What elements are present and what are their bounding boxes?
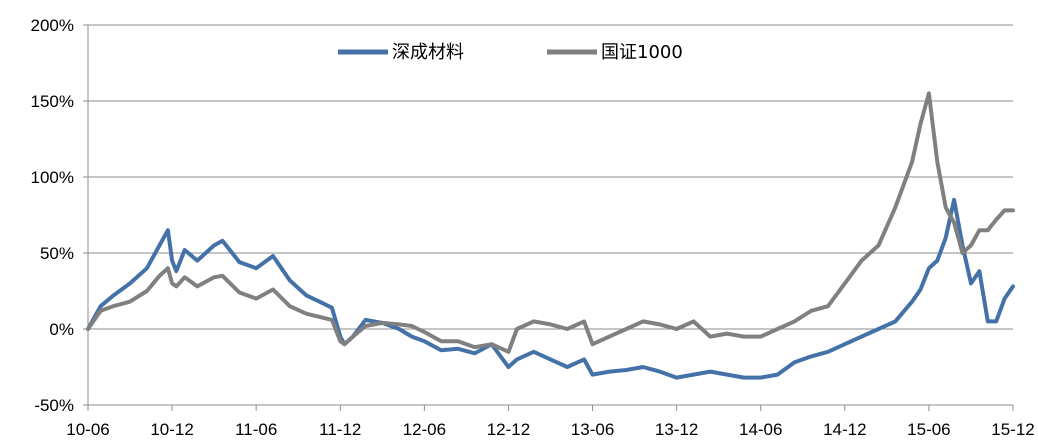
- x-tick-label: 13-12: [655, 420, 698, 439]
- x-tick-label: 13-06: [571, 420, 614, 439]
- y-tick-label: -50%: [34, 396, 74, 415]
- y-tick-label: 0%: [49, 320, 74, 339]
- y-tick-label: 150%: [31, 92, 74, 111]
- series-line-2: [86, 91, 1015, 354]
- y-tick-label: 100%: [31, 168, 74, 187]
- axes: -50% 0% 50% 100% 150% 200% 10-06 10-12 11-06 11-1…: [31, 16, 1035, 439]
- x-tick-label: 14-12: [823, 420, 866, 439]
- x-tick-label: 15-12: [991, 420, 1034, 439]
- x-tick-label: 12-12: [487, 420, 530, 439]
- x-tick-label: 15-06: [907, 420, 950, 439]
- y-tick-label: 50%: [40, 244, 74, 263]
- series-lines: [86, 91, 1015, 380]
- legend-label-series-2: 国证1000: [601, 42, 683, 63]
- x-tick-label: 11-06: [235, 420, 277, 439]
- y-tick-label: 200%: [31, 16, 74, 35]
- gridlines: [88, 24, 1013, 330]
- legend-label-series-1: 深成材料: [392, 42, 464, 63]
- x-tick-label: 11-12: [319, 420, 361, 439]
- series-line-1: [86, 197, 1015, 380]
- x-tick-label: 10-06: [66, 420, 109, 439]
- x-tick-label: 12-06: [403, 420, 446, 439]
- x-tick-label: 14-06: [739, 420, 782, 439]
- legend: 深成材料 国证1000: [338, 42, 683, 63]
- x-tick-label: 10-12: [150, 420, 193, 439]
